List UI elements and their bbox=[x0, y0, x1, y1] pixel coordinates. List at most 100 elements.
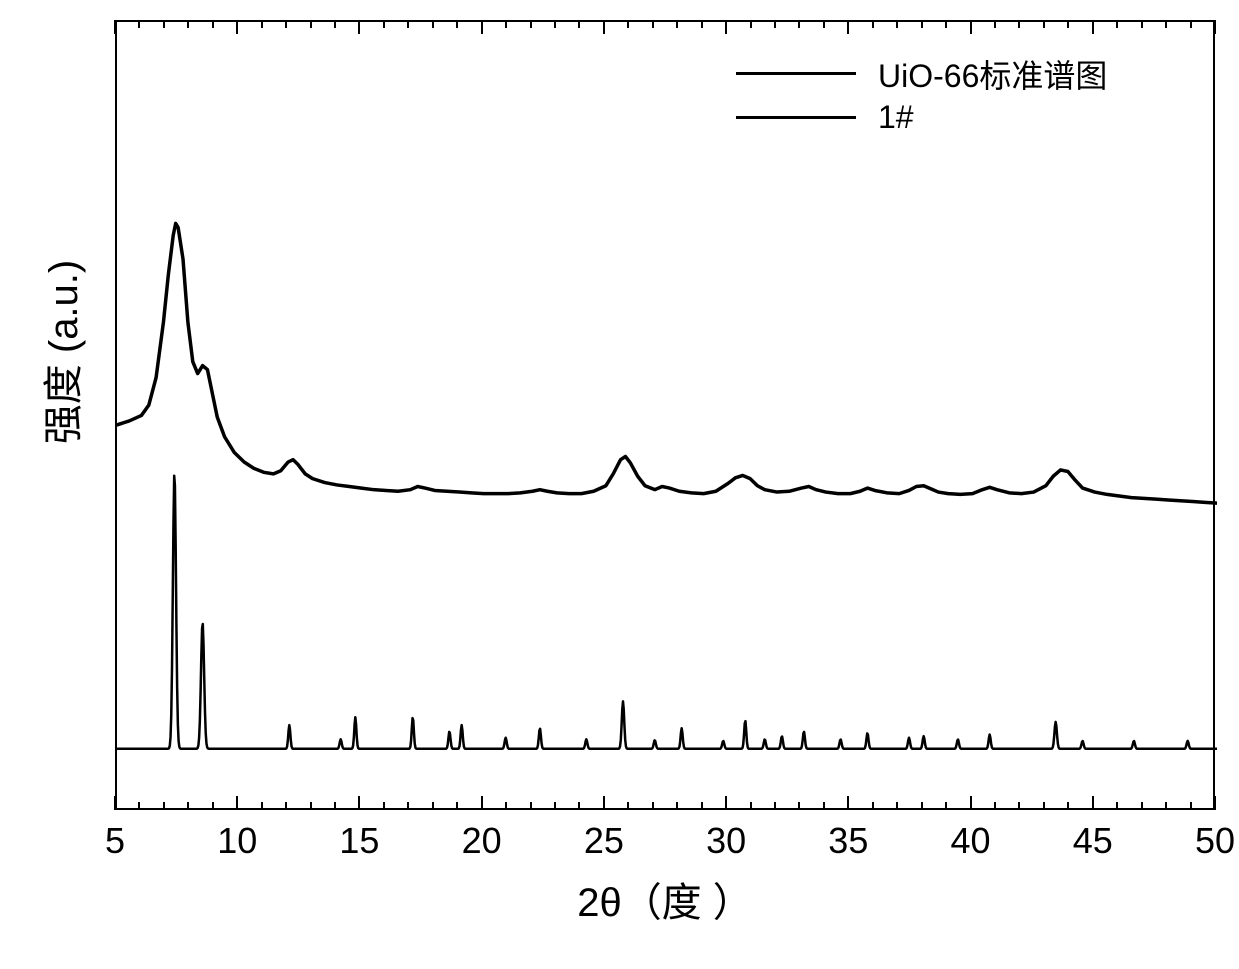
legend-label: UiO-66标准谱图 bbox=[878, 51, 1107, 97]
x-tick bbox=[261, 802, 263, 810]
y-axis-label: 强度 (a.u.) bbox=[31, 260, 89, 444]
x-tick bbox=[481, 20, 483, 34]
x-tick bbox=[970, 796, 972, 810]
x-tick bbox=[114, 20, 116, 34]
x-tick-label: 30 bbox=[706, 820, 746, 862]
x-tick bbox=[921, 802, 923, 810]
x-tick bbox=[725, 796, 727, 810]
x-tick-label: 50 bbox=[1195, 820, 1235, 862]
x-tick bbox=[1116, 802, 1118, 810]
x-tick bbox=[872, 802, 874, 810]
xrd-chart: UiO-66标准谱图1# 强度 (a.u.) 2θ（度 ） 5 10 15 20 25 3… bbox=[0, 0, 1239, 969]
x-tick bbox=[383, 20, 385, 28]
x-tick bbox=[750, 20, 752, 28]
x-tick bbox=[432, 802, 434, 810]
x-tick bbox=[970, 20, 972, 34]
x-axis-label: 2θ（度 ） bbox=[577, 870, 753, 928]
x-tick bbox=[994, 802, 996, 810]
legend-line-icon bbox=[736, 72, 856, 75]
x-tick bbox=[1165, 802, 1167, 810]
x-tick bbox=[114, 796, 116, 810]
x-tick bbox=[1190, 802, 1192, 810]
x-tick-label: 5 bbox=[105, 820, 125, 862]
x-tick bbox=[505, 802, 507, 810]
x-tick bbox=[138, 20, 140, 28]
x-tick bbox=[554, 20, 556, 28]
x-tick bbox=[725, 20, 727, 34]
x-tick bbox=[1214, 796, 1216, 810]
x-tick-label: 35 bbox=[828, 820, 868, 862]
x-tick bbox=[1092, 20, 1094, 34]
x-tick bbox=[236, 20, 238, 34]
x-tick bbox=[872, 20, 874, 28]
x-tick bbox=[701, 802, 703, 810]
legend-item: UiO-66标准谱图 bbox=[736, 52, 1107, 96]
x-tick bbox=[823, 20, 825, 28]
x-tick bbox=[236, 796, 238, 810]
x-tick-label: 25 bbox=[584, 820, 624, 862]
x-tick bbox=[603, 796, 605, 810]
x-tick bbox=[1214, 20, 1216, 34]
x-tick-label: 15 bbox=[339, 820, 379, 862]
x-tick bbox=[945, 20, 947, 28]
x-tick bbox=[750, 802, 752, 810]
x-tick bbox=[163, 20, 165, 28]
x-tick bbox=[310, 802, 312, 810]
x-tick bbox=[1067, 802, 1069, 810]
legend-item: 1# bbox=[736, 96, 1107, 140]
x-tick bbox=[187, 20, 189, 28]
x-tick bbox=[1190, 20, 1192, 28]
x-tick bbox=[578, 802, 580, 810]
x-tick bbox=[1018, 20, 1020, 28]
legend: UiO-66标准谱图1# bbox=[722, 46, 1121, 146]
x-tick bbox=[358, 796, 360, 810]
plot-area: UiO-66标准谱图1# bbox=[115, 20, 1215, 810]
x-tick bbox=[261, 20, 263, 28]
x-tick bbox=[921, 20, 923, 28]
x-tick bbox=[676, 802, 678, 810]
x-tick bbox=[701, 20, 703, 28]
x-tick bbox=[1043, 802, 1045, 810]
x-tick bbox=[627, 20, 629, 28]
x-tick bbox=[823, 802, 825, 810]
x-tick bbox=[627, 802, 629, 810]
x-tick bbox=[285, 802, 287, 810]
x-tick bbox=[310, 20, 312, 28]
x-tick bbox=[456, 802, 458, 810]
x-tick bbox=[603, 20, 605, 34]
x-tick bbox=[212, 802, 214, 810]
x-tick-label: 45 bbox=[1073, 820, 1113, 862]
x-tick-label: 20 bbox=[462, 820, 502, 862]
x-tick bbox=[407, 802, 409, 810]
legend-label: 1# bbox=[878, 99, 914, 136]
x-tick bbox=[1043, 20, 1045, 28]
x-tick bbox=[774, 20, 776, 28]
x-tick-label: 40 bbox=[951, 820, 991, 862]
x-tick bbox=[652, 802, 654, 810]
x-tick bbox=[1141, 802, 1143, 810]
x-tick bbox=[578, 20, 580, 28]
x-tick bbox=[554, 802, 556, 810]
x-tick bbox=[187, 802, 189, 810]
x-tick bbox=[1067, 20, 1069, 28]
x-tick bbox=[432, 20, 434, 28]
x-tick bbox=[1018, 802, 1020, 810]
x-tick bbox=[530, 20, 532, 28]
x-tick bbox=[896, 802, 898, 810]
x-tick bbox=[1116, 20, 1118, 28]
x-tick bbox=[847, 20, 849, 34]
x-tick bbox=[505, 20, 507, 28]
x-tick bbox=[334, 802, 336, 810]
x-tick bbox=[1092, 796, 1094, 810]
x-tick-label: 10 bbox=[217, 820, 257, 862]
x-tick bbox=[481, 796, 483, 810]
x-tick bbox=[994, 20, 996, 28]
x-tick bbox=[945, 802, 947, 810]
x-tick bbox=[138, 802, 140, 810]
x-tick bbox=[358, 20, 360, 34]
x-tick bbox=[1141, 20, 1143, 28]
x-tick bbox=[798, 802, 800, 810]
x-tick bbox=[774, 802, 776, 810]
x-tick bbox=[652, 20, 654, 28]
x-tick bbox=[163, 802, 165, 810]
